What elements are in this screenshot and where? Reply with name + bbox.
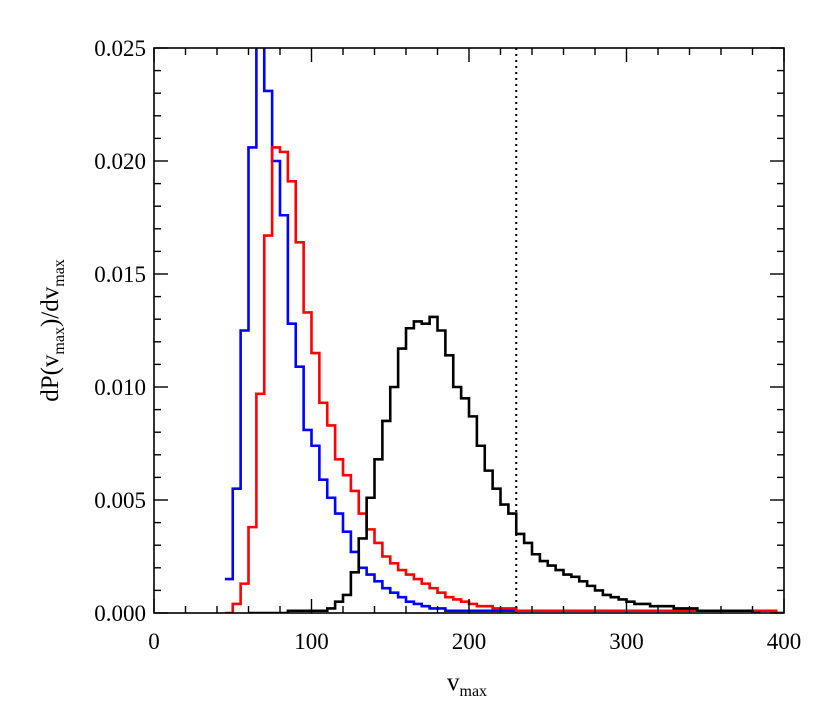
x-tick-label: 300 (609, 629, 644, 654)
series-line-3 (248, 315, 761, 613)
y-tick-label: 0.000 (94, 601, 146, 626)
x-tick-label: 200 (452, 629, 487, 654)
x-tick-label: 400 (767, 629, 802, 654)
y-tick-label: 0.005 (94, 488, 146, 513)
series-line-1 (224, 48, 784, 613)
y-axis-label: dP(vmax)/dvmax (37, 259, 68, 402)
y-tick-label: 0.020 (94, 149, 146, 174)
y-tick-label: 0.025 (94, 36, 146, 61)
y-tick-label: 0.015 (94, 262, 146, 287)
plot-frame (153, 47, 785, 614)
x-tick-label: 100 (294, 629, 329, 654)
series-line-2 (224, 146, 784, 613)
x-tick-label: 0 (148, 629, 160, 654)
y-tick-label: 0.010 (94, 375, 146, 400)
x-axis-label: vmax (447, 669, 487, 700)
